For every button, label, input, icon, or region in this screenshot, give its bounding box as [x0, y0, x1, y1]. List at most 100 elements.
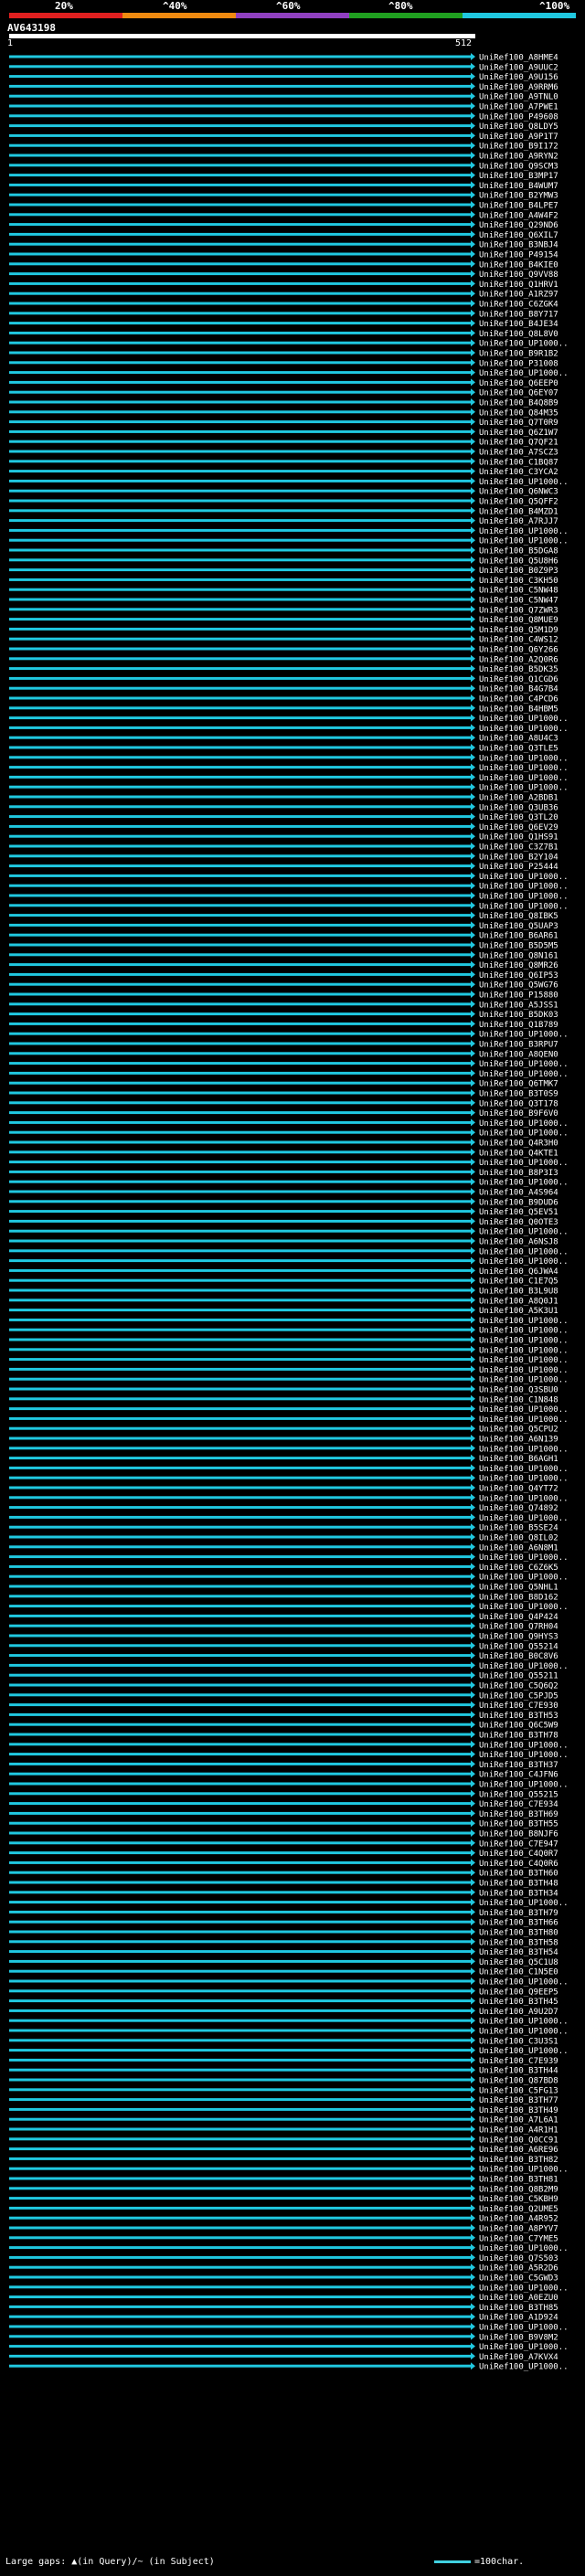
subject-label[interactable]: UniRef100_C5PJD5 — [479, 1691, 558, 1701]
subject-label[interactable]: UniRef100_A4R1H1 — [479, 2126, 558, 2136]
subject-label[interactable]: UniRef100_A8PYV7 — [479, 2225, 558, 2234]
subject-label[interactable]: UniRef100_UP1000.. — [479, 1346, 569, 1355]
subject-label[interactable]: UniRef100_A5JSS1 — [479, 1001, 558, 1010]
subject-label[interactable]: UniRef100_UP1000.. — [479, 725, 569, 734]
subject-label[interactable]: UniRef100_UP1000.. — [479, 893, 569, 902]
subject-label[interactable]: UniRef100_A9U2D7 — [479, 2008, 558, 2017]
subject-label[interactable]: UniRef100_UP1000.. — [479, 784, 569, 793]
subject-label[interactable]: UniRef100_Q8MR26 — [479, 961, 558, 970]
subject-label[interactable]: UniRef100_Q8LDY5 — [479, 122, 558, 132]
subject-label[interactable]: UniRef100_Q5UAP3 — [479, 922, 558, 931]
subject-label[interactable]: UniRef100_UP1000.. — [479, 1574, 569, 1583]
subject-label[interactable]: UniRef100_Q0CC91 — [479, 2136, 558, 2145]
subject-label[interactable]: UniRef100_A4W4F2 — [479, 211, 558, 220]
subject-label[interactable]: UniRef100_B4KIE0 — [479, 260, 558, 270]
subject-label[interactable]: UniRef100_B8Y717 — [479, 310, 558, 319]
subject-label[interactable]: UniRef100_UP1000.. — [479, 1356, 569, 1365]
subject-label[interactable]: UniRef100_Q8B2M9 — [479, 2185, 558, 2194]
subject-label[interactable]: UniRef100_B5DGA8 — [479, 547, 558, 557]
subject-label[interactable]: UniRef100_B0Z9P3 — [479, 567, 558, 576]
subject-label[interactable]: UniRef100_C1N5E0 — [479, 1968, 558, 1977]
subject-label[interactable]: UniRef100_Q4R3H0 — [479, 1140, 558, 1149]
subject-label[interactable]: UniRef100_B0C8V6 — [479, 1652, 558, 1661]
subject-label[interactable]: UniRef100_B3TH49 — [479, 2106, 558, 2115]
subject-label[interactable]: UniRef100_B9V8M2 — [479, 2333, 558, 2342]
subject-label[interactable]: UniRef100_A7PWE1 — [479, 103, 558, 112]
subject-label[interactable]: UniRef100_A5K3U1 — [479, 1307, 558, 1316]
subject-label[interactable]: UniRef100_C7E934 — [479, 1800, 558, 1809]
subject-label[interactable]: UniRef100_UP1000.. — [479, 1475, 569, 1484]
subject-label[interactable]: UniRef100_UP1000.. — [479, 1465, 569, 1474]
subject-label[interactable]: UniRef100_C5NW48 — [479, 587, 558, 596]
subject-label[interactable]: UniRef100_C5Q6Q2 — [479, 1682, 558, 1691]
subject-label[interactable]: UniRef100_Q1HRV1 — [479, 281, 558, 290]
subject-label[interactable]: UniRef100_B3TH60 — [479, 1870, 558, 1879]
subject-label[interactable]: UniRef100_UP1000.. — [479, 2324, 569, 2333]
subject-label[interactable]: UniRef100_UP1000.. — [479, 1405, 569, 1415]
subject-label[interactable]: UniRef100_UP1000.. — [479, 1662, 569, 1671]
subject-label[interactable]: UniRef100_UP1000.. — [479, 1899, 569, 1908]
subject-label[interactable]: UniRef100_A1D924 — [479, 2314, 558, 2323]
subject-label[interactable]: UniRef100_C5KBH9 — [479, 2195, 558, 2204]
subject-label[interactable]: UniRef100_UP1000.. — [479, 883, 569, 892]
subject-label[interactable]: UniRef100_B8P3I3 — [479, 1169, 558, 1178]
subject-label[interactable]: UniRef100_C7YME5 — [479, 2234, 558, 2243]
subject-label[interactable]: UniRef100_A0EZU0 — [479, 2294, 558, 2303]
subject-label[interactable]: UniRef100_B4Q8B9 — [479, 399, 558, 408]
subject-label[interactable]: UniRef100_UP1000.. — [479, 1445, 569, 1454]
subject-label[interactable]: UniRef100_C4Q0R7 — [479, 1850, 558, 1859]
subject-label[interactable]: UniRef100_Q6C5W9 — [479, 1722, 558, 1731]
subject-label[interactable]: UniRef100_UP1000.. — [479, 774, 569, 783]
subject-label[interactable]: UniRef100_UP1000.. — [479, 1366, 569, 1375]
subject-label[interactable]: UniRef100_B4HBM5 — [479, 705, 558, 714]
subject-label[interactable]: UniRef100_C4JFN6 — [479, 1771, 558, 1780]
subject-label[interactable]: UniRef100_A7SCZ3 — [479, 449, 558, 458]
subject-label[interactable]: UniRef100_B3NBJ4 — [479, 241, 558, 250]
subject-label[interactable]: UniRef100_UP1000.. — [479, 2047, 569, 2056]
subject-label[interactable]: UniRef100_B3TH54 — [479, 1948, 558, 1957]
subject-label[interactable]: UniRef100_B3TH37 — [479, 1761, 558, 1770]
subject-label[interactable]: UniRef100_A6NSJ8 — [479, 1238, 558, 1247]
subject-label[interactable]: UniRef100_B9DUD6 — [479, 1198, 558, 1207]
subject-label[interactable]: UniRef100_B2YMW3 — [479, 192, 558, 201]
subject-label[interactable]: UniRef100_UP1000.. — [479, 1317, 569, 1326]
subject-label[interactable]: UniRef100_B4WUM7 — [479, 182, 558, 191]
subject-label[interactable]: UniRef100_A4S964 — [479, 1189, 558, 1198]
subject-label[interactable]: UniRef100_Q29ND6 — [479, 221, 558, 230]
subject-label[interactable]: UniRef100_A8HME4 — [479, 54, 558, 63]
subject-label[interactable]: UniRef100_A8U4C3 — [479, 735, 558, 744]
subject-label[interactable]: UniRef100_Q6EY07 — [479, 389, 558, 398]
subject-label[interactable]: UniRef100_UP1000.. — [479, 1741, 569, 1750]
subject-label[interactable]: UniRef100_Q4P424 — [479, 1613, 558, 1622]
subject-label[interactable]: UniRef100_UP1000.. — [479, 1060, 569, 1069]
subject-label[interactable]: UniRef100_Q5M1D9 — [479, 626, 558, 635]
subject-label[interactable]: UniRef100_Q3UB36 — [479, 803, 558, 812]
subject-label[interactable]: UniRef100_UP1000.. — [479, 873, 569, 882]
subject-label[interactable]: UniRef100_Q6Z1W7 — [479, 429, 558, 438]
subject-label[interactable]: UniRef100_UP1000.. — [479, 527, 569, 536]
subject-label[interactable]: UniRef100_Q8IL02 — [479, 1534, 558, 1543]
subject-label[interactable]: UniRef100_B3TH85 — [479, 2304, 558, 2313]
subject-label[interactable]: UniRef100_C5NW47 — [479, 597, 558, 606]
subject-label[interactable]: UniRef100_P49608 — [479, 112, 558, 122]
subject-label[interactable]: UniRef100_C1N848 — [479, 1395, 558, 1405]
subject-label[interactable]: UniRef100_A4R952 — [479, 2215, 558, 2224]
subject-label[interactable]: UniRef100_C5FG13 — [479, 2086, 558, 2095]
subject-label[interactable]: UniRef100_A7KVX4 — [479, 2353, 558, 2362]
subject-label[interactable]: UniRef100_B3TH44 — [479, 2067, 558, 2076]
subject-label[interactable]: UniRef100_B3TH34 — [479, 1889, 558, 1898]
subject-label[interactable]: UniRef100_C3Z7B1 — [479, 843, 558, 853]
subject-label[interactable]: UniRef100_B3TH48 — [479, 1880, 558, 1889]
subject-label[interactable]: UniRef100_UP1000.. — [479, 1070, 569, 1079]
subject-label[interactable]: UniRef100_UP1000.. — [479, 1494, 569, 1503]
subject-label[interactable]: UniRef100_UP1000.. — [479, 1031, 569, 1040]
subject-label[interactable]: UniRef100_Q6Y266 — [479, 646, 558, 655]
subject-label[interactable]: UniRef100_UP1000.. — [479, 2363, 569, 2372]
subject-label[interactable]: UniRef100_A2Q0R6 — [479, 655, 558, 664]
subject-label[interactable]: UniRef100_A9TNL0 — [479, 93, 558, 102]
subject-label[interactable]: UniRef100_C7E930 — [479, 1701, 558, 1711]
subject-label[interactable]: UniRef100_B3TH66 — [479, 1919, 558, 1928]
subject-label[interactable]: UniRef100_B9R1B2 — [479, 350, 558, 359]
subject-label[interactable]: UniRef100_UP1000.. — [479, 1603, 569, 1612]
subject-label[interactable]: UniRef100_Q8L8V0 — [479, 330, 558, 339]
